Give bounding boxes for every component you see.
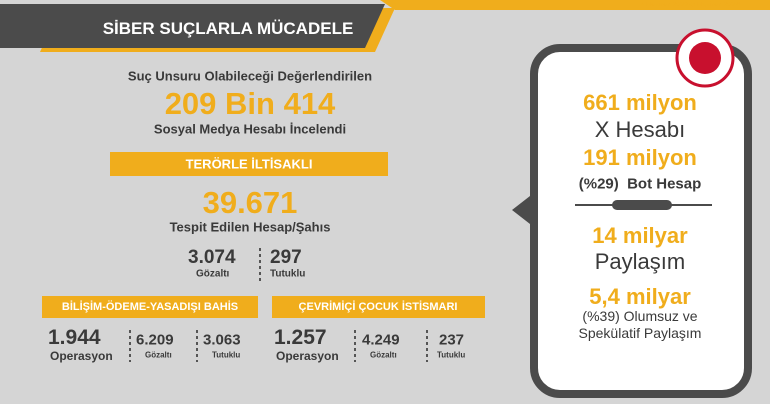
panel-label: X Hesabı bbox=[594, 117, 686, 142]
section-bar bbox=[272, 296, 485, 318]
panel-value: 5,4 milyar bbox=[589, 284, 691, 309]
section-bar bbox=[42, 296, 258, 318]
panel-value: 191 milyon bbox=[583, 145, 697, 170]
intro-line: Sosyal Medya Hesabı İncelendi bbox=[153, 121, 347, 137]
panel-label: (%39) Olumsuz ve Spekülatif Paylaşım bbox=[578, 308, 702, 341]
section-label: ÇEVRİMİÇİ ÇOCUK İSTİSMARI bbox=[298, 301, 458, 313]
date: 4 Haziran 2023-3 Haziran 2024 bbox=[640, 1, 740, 9]
stat-label: Operasyon bbox=[50, 349, 113, 363]
section-label: TERÖRLE İLTİSAKLI bbox=[185, 156, 313, 172]
panel-value: 661 milyon bbox=[583, 90, 697, 115]
stat-label: Gözaltı bbox=[145, 350, 172, 360]
emblem-core bbox=[689, 42, 721, 74]
panel-value: 14 milyar bbox=[592, 223, 688, 248]
panel-divider-pill bbox=[612, 200, 672, 210]
stat-value: 3.074 bbox=[188, 247, 236, 268]
stat-value: 4.249 bbox=[362, 331, 400, 349]
stat-label: Gözaltı bbox=[370, 350, 397, 360]
stat-value: 6.209 bbox=[136, 331, 174, 349]
terror-number: 39.671 bbox=[202, 185, 298, 220]
panel-pointer bbox=[512, 196, 530, 224]
panel-label: Paylaşım bbox=[594, 249, 686, 274]
stat-value: 1.944 bbox=[48, 326, 101, 349]
stat-label: Gözaltı bbox=[196, 268, 230, 280]
section-label: BİLİŞİM-ÖDEME-YASADIŞI BAHİS bbox=[61, 301, 239, 313]
stat-label: Tutuklu bbox=[270, 268, 306, 280]
intro-line: Suç Unsuru Olabileceği Değerlendirilen bbox=[127, 68, 373, 84]
banner bbox=[0, 4, 385, 48]
top-stripe bbox=[380, 0, 770, 10]
main-number: 209 Bin 414 bbox=[164, 86, 336, 121]
side-panel bbox=[530, 44, 752, 398]
stat-value: 1.257 bbox=[274, 326, 327, 349]
stat-label: Operasyon bbox=[276, 349, 339, 363]
terror-bar bbox=[110, 152, 388, 176]
stat-value: 297 bbox=[270, 247, 302, 268]
title: SİBER SUÇLARLA MÜCADELE bbox=[102, 19, 354, 38]
stat-label: Tutuklu bbox=[437, 350, 466, 360]
stat-value: 237 bbox=[439, 331, 465, 349]
panel-label: (%29) Bot Hesap bbox=[578, 175, 702, 193]
stat-value: 3.063 bbox=[203, 331, 241, 349]
stat-label: Tutuklu bbox=[212, 350, 241, 360]
terror-caption: Tespit Edilen Hesap/Şahıs bbox=[169, 219, 331, 235]
